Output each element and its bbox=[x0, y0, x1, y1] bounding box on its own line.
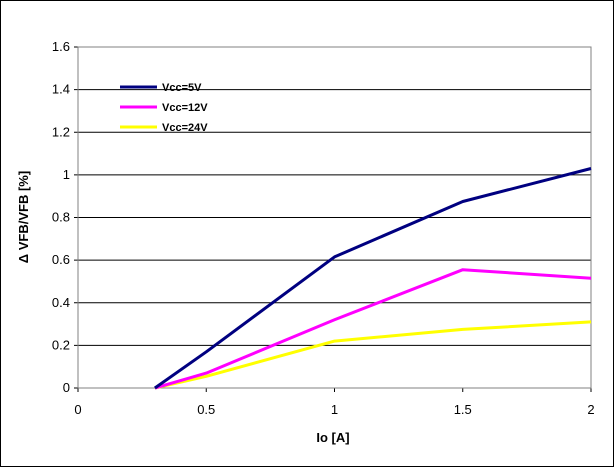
x-tick-label: 2 bbox=[587, 402, 594, 417]
tick-labels: 0 0.2 0.4 0.6 0.8 1 1.2 1.4 1.6 0 0.5 1 1.5 2 bbox=[52, 39, 595, 417]
legend: Vcc=5V Vcc=12V Vcc=24V bbox=[120, 82, 208, 134]
y-tick-label: 1.2 bbox=[52, 124, 70, 139]
legend-label: Vcc=12V bbox=[162, 102, 208, 114]
y-tick-label: 0 bbox=[63, 380, 70, 395]
series-line bbox=[154, 167, 592, 390]
y-tick-label: 0.2 bbox=[52, 337, 70, 352]
y-tick-label: 1.6 bbox=[52, 39, 70, 54]
x-tick-label: 0 bbox=[74, 402, 81, 417]
series-lines bbox=[154, 167, 592, 390]
x-tick-label: 1 bbox=[331, 402, 338, 417]
x-axis-label: Io [A] bbox=[316, 430, 349, 445]
legend-label: Vcc=24V bbox=[162, 122, 208, 134]
y-tick-label: 0.4 bbox=[52, 295, 70, 310]
series-line bbox=[154, 320, 592, 390]
y-axis-label: Δ VFB/VFB [%] bbox=[16, 171, 31, 263]
plot-area bbox=[77, 46, 592, 389]
x-tick-label: 1.5 bbox=[454, 402, 472, 417]
series-line bbox=[154, 268, 592, 390]
y-tick-label: 1 bbox=[63, 167, 70, 182]
x-tick-label: 0.5 bbox=[197, 402, 215, 417]
y-tick-label: 1.4 bbox=[52, 82, 70, 97]
y-tick-label: 0.8 bbox=[52, 210, 70, 225]
legend-label: Vcc=5V bbox=[162, 82, 202, 94]
y-tick-label: 0.6 bbox=[52, 252, 70, 267]
